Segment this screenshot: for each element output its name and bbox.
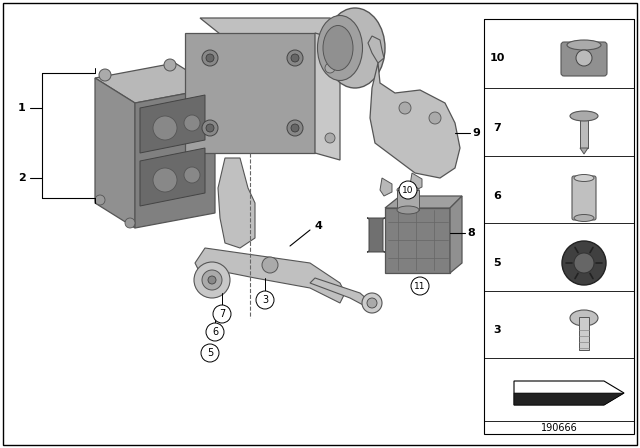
Circle shape <box>208 276 216 284</box>
Text: 6: 6 <box>493 191 501 201</box>
Ellipse shape <box>325 8 385 88</box>
Polygon shape <box>140 95 205 153</box>
Polygon shape <box>200 18 355 38</box>
Polygon shape <box>310 278 368 306</box>
Polygon shape <box>370 63 460 178</box>
Circle shape <box>202 120 218 136</box>
Circle shape <box>153 168 177 192</box>
Text: 10: 10 <box>403 185 413 194</box>
Text: 8: 8 <box>467 228 475 238</box>
Polygon shape <box>410 173 422 191</box>
Circle shape <box>206 323 224 341</box>
Polygon shape <box>450 196 462 273</box>
Circle shape <box>411 277 429 295</box>
Text: 3: 3 <box>493 325 501 335</box>
Circle shape <box>562 241 606 285</box>
Ellipse shape <box>570 111 598 121</box>
Circle shape <box>291 54 299 62</box>
Text: 1: 1 <box>18 103 26 113</box>
Circle shape <box>256 291 274 309</box>
Circle shape <box>206 54 214 62</box>
Polygon shape <box>218 158 255 248</box>
Circle shape <box>202 270 222 290</box>
Text: 3: 3 <box>262 295 268 305</box>
Polygon shape <box>385 208 450 273</box>
Polygon shape <box>95 63 215 103</box>
Polygon shape <box>580 148 588 154</box>
Polygon shape <box>380 178 392 196</box>
Circle shape <box>99 69 111 81</box>
Circle shape <box>262 257 278 273</box>
Polygon shape <box>195 248 345 303</box>
Polygon shape <box>368 36 384 63</box>
Circle shape <box>287 50 303 66</box>
Ellipse shape <box>397 186 419 194</box>
Circle shape <box>184 115 200 131</box>
Ellipse shape <box>574 215 594 221</box>
Ellipse shape <box>567 40 601 50</box>
Ellipse shape <box>574 175 594 181</box>
Text: 9: 9 <box>472 128 480 138</box>
Polygon shape <box>95 78 135 228</box>
Circle shape <box>206 124 214 132</box>
Circle shape <box>201 344 219 362</box>
FancyBboxPatch shape <box>397 190 419 210</box>
FancyBboxPatch shape <box>484 19 634 434</box>
Text: 7: 7 <box>219 309 225 319</box>
Text: 190666: 190666 <box>541 423 577 433</box>
Circle shape <box>287 120 303 136</box>
FancyBboxPatch shape <box>572 176 596 220</box>
Polygon shape <box>514 393 624 405</box>
Circle shape <box>213 305 231 323</box>
Text: 5: 5 <box>493 258 501 268</box>
Circle shape <box>362 293 382 313</box>
Polygon shape <box>514 381 624 405</box>
Ellipse shape <box>570 310 598 326</box>
Circle shape <box>429 112 441 124</box>
Circle shape <box>291 124 299 132</box>
FancyBboxPatch shape <box>579 317 589 350</box>
Text: 4: 4 <box>314 221 322 231</box>
Polygon shape <box>315 33 340 160</box>
Circle shape <box>95 195 105 205</box>
Circle shape <box>194 262 230 298</box>
Circle shape <box>399 181 417 199</box>
Circle shape <box>153 116 177 140</box>
Circle shape <box>325 133 335 143</box>
FancyBboxPatch shape <box>367 218 385 252</box>
Text: 11: 11 <box>414 281 426 290</box>
Text: 5: 5 <box>207 348 213 358</box>
Circle shape <box>367 298 377 308</box>
Circle shape <box>325 63 335 73</box>
Circle shape <box>576 50 592 66</box>
Ellipse shape <box>317 16 362 81</box>
Circle shape <box>399 102 411 114</box>
Circle shape <box>164 59 176 71</box>
Text: 6: 6 <box>212 327 218 337</box>
Circle shape <box>574 253 594 273</box>
Polygon shape <box>385 196 462 208</box>
Circle shape <box>184 167 200 183</box>
Ellipse shape <box>323 26 353 70</box>
Polygon shape <box>140 148 205 206</box>
Circle shape <box>202 50 218 66</box>
Text: 2: 2 <box>18 173 26 183</box>
Polygon shape <box>135 88 215 228</box>
Text: 7: 7 <box>493 123 501 133</box>
FancyBboxPatch shape <box>561 42 607 76</box>
Polygon shape <box>185 33 315 153</box>
Ellipse shape <box>397 206 419 214</box>
FancyBboxPatch shape <box>580 120 588 148</box>
Circle shape <box>125 218 135 228</box>
Text: 10: 10 <box>490 53 505 63</box>
